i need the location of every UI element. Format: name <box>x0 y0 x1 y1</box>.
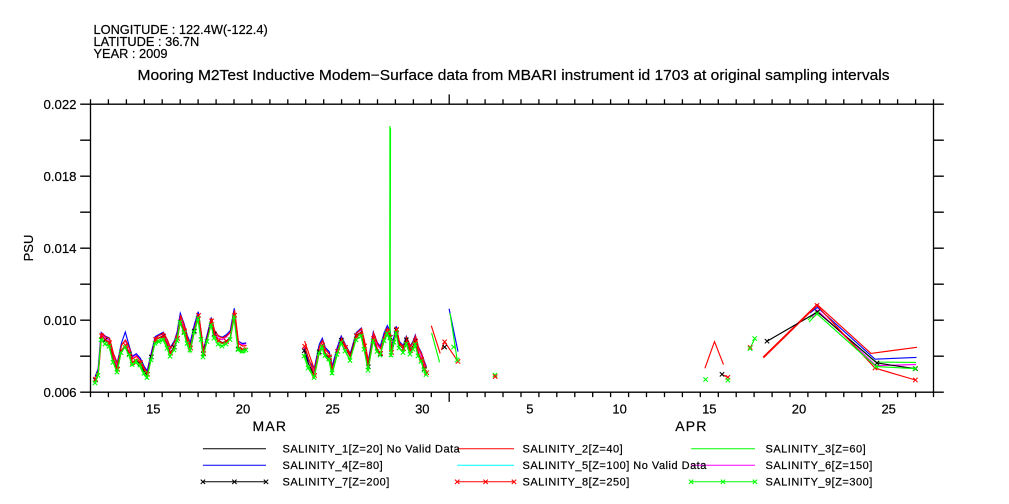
svg-text:YEAR : 2009: YEAR : 2009 <box>94 46 168 61</box>
svg-text:20: 20 <box>792 401 806 416</box>
svg-text:SALINITY_2[Z=40]: SALINITY_2[Z=40] <box>523 444 624 456</box>
svg-text:LATITUDE : 36.7N: LATITUDE : 36.7N <box>94 34 200 49</box>
svg-text:SALINITY_1[Z=20] No Valid Data: SALINITY_1[Z=20] No Valid Data <box>283 444 461 456</box>
svg-text:15: 15 <box>146 401 160 416</box>
svg-text:25: 25 <box>881 401 895 416</box>
svg-text:SALINITY_7[Z=200]: SALINITY_7[Z=200] <box>283 477 390 489</box>
svg-text:SALINITY_4[Z=80]: SALINITY_4[Z=80] <box>283 460 384 472</box>
svg-text:PSU: PSU <box>21 235 36 262</box>
svg-text:10: 10 <box>612 401 626 416</box>
svg-text:0.018: 0.018 <box>43 169 76 184</box>
svg-text:0.022: 0.022 <box>43 97 76 112</box>
svg-text:0.010: 0.010 <box>43 313 76 328</box>
svg-text:0.006: 0.006 <box>43 385 76 400</box>
svg-text:Mooring M2Test Inductive Modem: Mooring M2Test Inductive Modem−Surface d… <box>138 68 890 84</box>
svg-text:LONGITUDE : 122.4W(-122.4): LONGITUDE : 122.4W(-122.4) <box>94 22 268 37</box>
svg-text:30: 30 <box>415 401 429 416</box>
svg-text:25: 25 <box>325 401 339 416</box>
svg-text:MAR: MAR <box>253 418 288 434</box>
svg-text:SALINITY_3[Z=60]: SALINITY_3[Z=60] <box>766 444 867 456</box>
svg-text:SALINITY_8[Z=250]: SALINITY_8[Z=250] <box>523 477 630 489</box>
svg-text:5: 5 <box>526 401 533 416</box>
svg-text:20: 20 <box>236 401 250 416</box>
svg-text:APR: APR <box>675 418 707 434</box>
svg-text:15: 15 <box>702 401 716 416</box>
svg-text:SALINITY_6[Z=150]: SALINITY_6[Z=150] <box>766 460 873 472</box>
svg-text:0.014: 0.014 <box>43 241 76 256</box>
svg-text:SALINITY_5[Z=100] No Valid Dat: SALINITY_5[Z=100] No Valid Data <box>523 460 708 472</box>
svg-text:SALINITY_9[Z=300]: SALINITY_9[Z=300] <box>766 477 873 489</box>
